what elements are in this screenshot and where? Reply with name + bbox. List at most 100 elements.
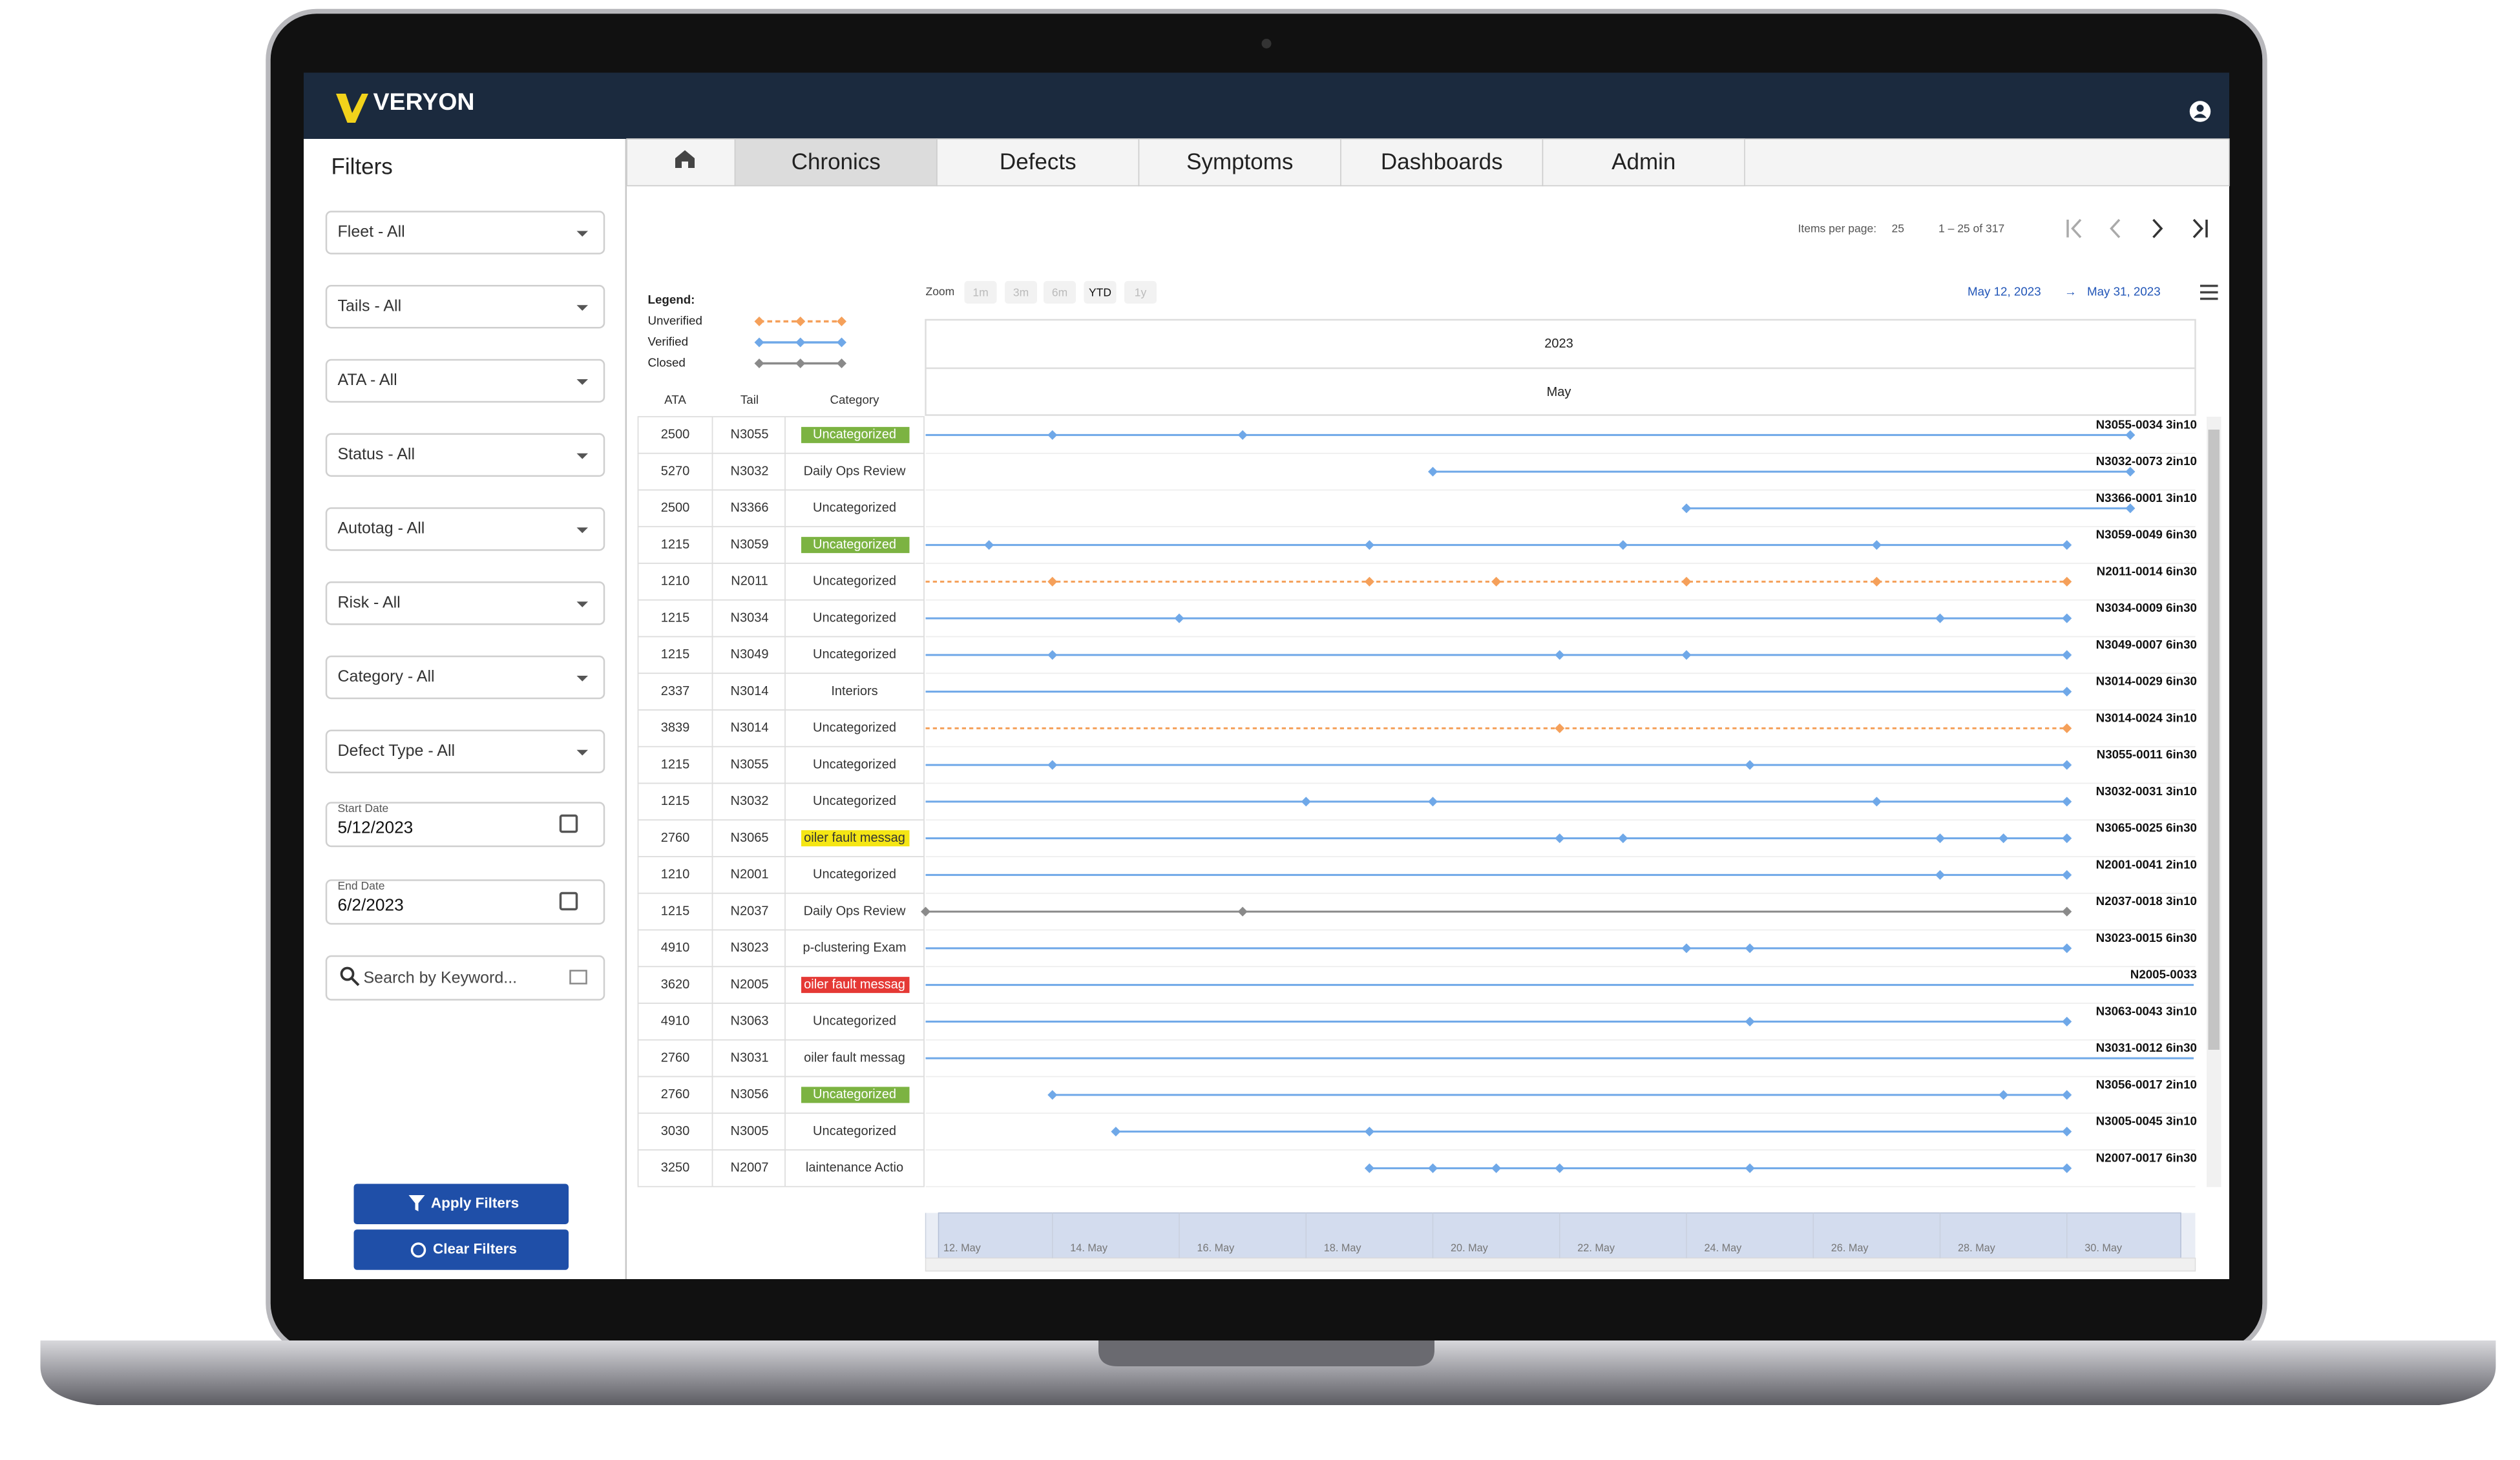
navigator-tick-label: 26. May [1831,1242,1869,1254]
filter-dropdown[interactable] [325,729,605,773]
table-row [637,929,925,968]
chronic-label: N3023-0015 6in30 [2096,931,2197,944]
event-point [2062,1090,2072,1100]
filter-dropdown[interactable] [325,581,605,625]
category-cell: Uncategorized [813,1124,896,1138]
scrollbar-thumb[interactable] [2208,430,2220,1050]
user-icon-body [2194,114,2207,118]
tab[interactable] [1340,138,1544,187]
dropdown-arrow [576,231,588,237]
filter-label: Defect Type - All [338,742,456,760]
dropdown-arrow [576,676,588,682]
column-header: ATA [664,393,686,406]
date-field[interactable] [325,879,605,925]
home-icon[interactable] [675,150,695,169]
first-page[interactable] [2066,218,2082,238]
legend-marker [754,359,764,368]
chronic-label: N3032-0073 2in10 [2096,454,2197,468]
last-page[interactable] [2192,218,2208,238]
event-point [1745,1163,1755,1173]
event-point [1618,833,1628,844]
chronic-label: N2005-0033 [2130,968,2197,981]
filter-dropdown[interactable] [325,655,605,700]
tab[interactable] [936,138,1140,187]
table-row [637,599,925,638]
event-point [1745,760,1755,770]
chronic-label: N2037-0018 3in10 [2096,894,2197,908]
table-row [637,1149,925,1187]
laptop-notch [1098,1340,1434,1366]
event-point [2062,797,2072,807]
calendar-icon[interactable] [559,892,578,911]
tab[interactable] [1138,138,1341,187]
category-cell: Daily Ops Review [804,464,906,478]
event-point [2062,906,2072,917]
category-cell: Uncategorized [813,1087,896,1101]
category-cell: Uncategorized [813,574,896,589]
ata-cell: 4910 [661,1014,690,1028]
search-options-icon [569,970,587,985]
tail-cell: N3014 [731,721,769,735]
category-cell: Uncategorized [813,501,896,515]
ata-cell: 3620 [661,977,690,992]
filter-dropdown[interactable] [325,211,605,255]
ata-cell: 3250 [661,1161,690,1175]
ata-cell: 5270 [661,464,690,478]
event-point [2062,1016,2072,1027]
event-point [2062,1163,2072,1173]
event-point [1047,430,1058,440]
date-field[interactable] [325,802,605,848]
event-point [2062,1127,2072,1137]
brand-logo [336,94,368,123]
tail-cell: N2001 [731,868,769,882]
tab[interactable] [734,138,938,187]
category-cell: oiler fault messag [804,831,905,845]
tail-cell: N3032 [731,794,769,808]
category-cell: Uncategorized [813,868,896,882]
event-point [2125,430,2136,440]
legend-marker [795,359,806,368]
tail-cell: N3014 [731,684,769,698]
dropdown-arrow [576,749,588,756]
zoom-button[interactable] [1044,281,1076,304]
tail-cell: N3032 [731,464,769,478]
zoom-button[interactable] [1124,281,1157,304]
zoom-button[interactable] [1005,281,1037,304]
next-page[interactable] [2152,218,2163,238]
filter-button[interactable] [353,1229,569,1270]
chronic-label: N3034-0009 6in30 [2096,601,2197,614]
filter-dropdown[interactable] [325,359,605,403]
zoom-button[interactable] [1084,281,1117,304]
zoom-label: Zoom [926,285,955,298]
navigator-tick-label: 20. May [1451,1242,1489,1254]
event-point [1935,833,1945,844]
tail-cell: N3063 [731,1014,769,1028]
table-row [637,563,925,601]
date-field-label: Start Date [338,802,389,815]
search-icon [340,966,355,981]
filter-button-label: Clear Filters [433,1240,517,1257]
search-icon-handle [351,977,360,986]
zoom-option: 1m [972,286,988,298]
tab-label: Symptoms [1186,149,1293,174]
search-field[interactable] [325,955,605,1001]
tab[interactable] [1542,138,1745,187]
event-point [1871,576,1882,587]
filter-button[interactable] [353,1184,569,1225]
zoom-button[interactable] [964,281,997,304]
chronic-label: N3049-0007 6in30 [2096,638,2197,651]
table-row [637,452,925,491]
zoom-option: 3m [1013,286,1029,298]
filter-dropdown[interactable] [325,507,605,551]
filter-dropdown[interactable] [325,284,605,329]
category-highlight [801,1087,910,1103]
tail-cell: N2037 [731,904,769,918]
zoom-option: 1y [1135,286,1147,298]
prev-page[interactable] [2110,218,2121,238]
event-point [1999,833,2009,844]
filter-dropdown[interactable] [325,433,605,477]
dropdown-arrow [576,601,588,607]
calendar-icon[interactable] [559,814,578,833]
event-point [1301,797,1311,807]
